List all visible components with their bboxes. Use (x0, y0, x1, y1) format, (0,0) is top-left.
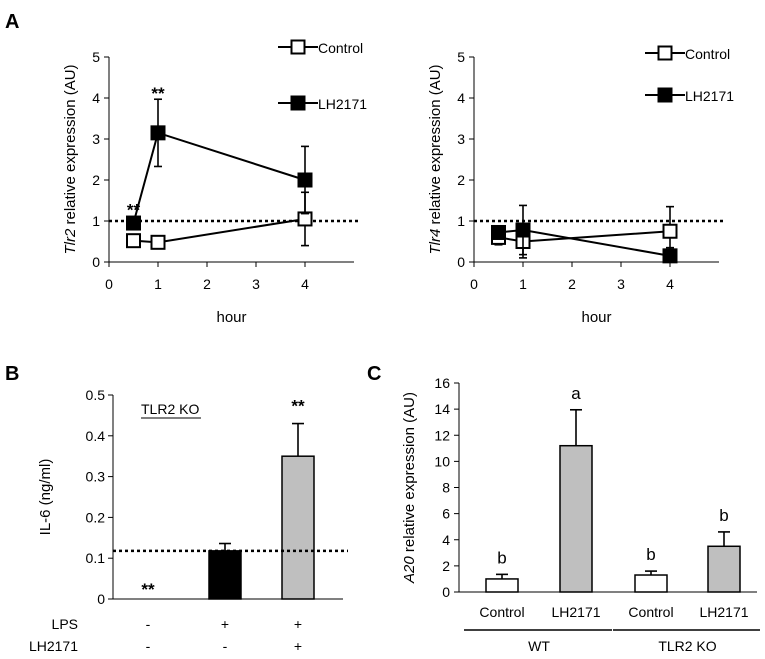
y-axis-label: A20 relative expression (AU) (401, 392, 418, 584)
data-point-lh2171 (662, 248, 678, 264)
y-tick-label: 2 (457, 172, 465, 188)
significance-letter: b (497, 548, 506, 567)
lps-row-label: LPS (52, 616, 78, 632)
significance-annotation: ** (291, 397, 305, 416)
lps-row-value: - (146, 616, 151, 632)
legend-lh2171-label: LH2171 (318, 96, 367, 112)
y-tick-label: 0 (442, 584, 450, 600)
significance-letter: b (646, 545, 655, 564)
y-tick-label: 0 (97, 591, 105, 607)
significance-letter: b (719, 506, 728, 525)
il6-bar-chart: B TLR2 KO 0 0.1 0.2 0.3 0.4 0.5 IL-6 (ng/ml) **… (5, 363, 348, 654)
y-tick-label: 8 (442, 480, 450, 496)
x-tick-label: 1 (519, 276, 527, 292)
bar (208, 550, 242, 600)
x-tick-label: 2 (568, 276, 576, 292)
legend-lh2171-label: LH2171 (685, 88, 734, 104)
significance-annotation: ** (141, 580, 155, 599)
y-tick-label: 0 (92, 254, 100, 270)
data-point-control (150, 234, 166, 250)
lps-row-value: + (294, 616, 302, 632)
y-tick-label: 14 (434, 401, 450, 417)
data-point-lh2171 (297, 172, 313, 188)
lh2171-row-value: - (223, 638, 228, 654)
legend-marker (290, 95, 306, 111)
x-tick-label: 3 (617, 276, 625, 292)
panel-label-b: B (5, 363, 19, 385)
y-tick-label: 2 (92, 172, 100, 188)
y-tick-label: 16 (434, 375, 450, 391)
y-axis-label: IL-6 (ng/ml) (37, 459, 54, 536)
y-tick-label: 0.4 (86, 428, 106, 444)
group-label: TLR2 KO (658, 638, 716, 654)
tlr2-line-chart: A Control LH2171 0 1 2 3 4 5 0 1 2 3 4 hour Tlr2 rel… (5, 11, 367, 326)
y-tick-label: 2 (442, 558, 450, 574)
y-tick-label: 0.3 (86, 469, 106, 485)
y-axis-label: Tlr4 relative expression (AU) (427, 64, 444, 254)
x-tick-label: 3 (252, 276, 260, 292)
y-tick-label: 1 (457, 213, 465, 229)
y-tick-label: 4 (92, 90, 100, 106)
y-tick-label: 5 (457, 49, 465, 65)
inset-title: TLR2 KO (141, 401, 199, 417)
x-tick-label: 2 (203, 276, 211, 292)
y-tick-label: 12 (434, 427, 450, 443)
bar (707, 545, 741, 593)
data-point-lh2171 (491, 224, 506, 240)
y-tick-label: 0 (457, 254, 465, 270)
y-tick-label: 6 (442, 506, 450, 522)
x-tick-label: 4 (301, 276, 309, 292)
x-tick-label: 4 (666, 276, 674, 292)
bar (281, 455, 315, 600)
legend-control-label: Control (685, 46, 730, 62)
tlr4-line-chart: Control LH2171 0 1 2 3 4 5 0 1 2 3 4 hour Tlr4 relat… (427, 45, 734, 326)
bar (634, 574, 668, 593)
bar (485, 578, 519, 593)
data-point-lh2171 (150, 125, 166, 141)
legend-marker (657, 87, 673, 103)
y-tick-label: 3 (92, 131, 100, 147)
bar (559, 444, 593, 593)
data-point-control (126, 233, 141, 249)
y-tick-label: 10 (434, 453, 450, 469)
y-tick-label: 4 (457, 90, 465, 106)
significance-letter: a (571, 384, 581, 403)
x-axis-label: hour (216, 309, 246, 326)
y-axis-label: Tlr2 relative expression (AU) (62, 64, 79, 254)
y-tick-label: 0.5 (86, 387, 106, 403)
group-label: WT (528, 638, 550, 654)
significance-annotation: ** (151, 84, 165, 103)
y-tick-label: 5 (92, 49, 100, 65)
significance-annotation: ** (127, 201, 141, 220)
x-tick-label: 0 (470, 276, 478, 292)
lh2171-row-value: - (146, 638, 151, 654)
legend-control-label: Control (318, 40, 363, 56)
panel-label-c: C (367, 363, 381, 385)
panel-label-a: A (5, 11, 19, 33)
a20-bar-chart: C 0 2 4 6 8 10 12 14 16 A20 relative expression (… (367, 363, 760, 654)
y-tick-label: 0.2 (86, 509, 106, 525)
y-tick-label: 4 (442, 532, 450, 548)
data-point-control (662, 223, 678, 239)
x-tick-label: 0 (105, 276, 113, 292)
category-label: Control (479, 604, 524, 620)
x-axis-label: hour (581, 309, 611, 326)
series-line-lh2171 (132, 131, 306, 224)
lh2171-row-value: + (294, 638, 302, 654)
y-tick-label: 0.1 (86, 550, 106, 566)
category-label: LH2171 (551, 604, 600, 620)
data-point-lh2171 (126, 215, 141, 231)
x-tick-label: 1 (154, 276, 162, 292)
lps-row-value: + (221, 616, 229, 632)
legend-marker (290, 39, 306, 55)
category-label: LH2171 (699, 604, 748, 620)
y-tick-label: 1 (92, 213, 100, 229)
lh2171-row-label: LH2171 (29, 638, 78, 654)
y-tick-label: 3 (457, 131, 465, 147)
data-point-lh2171 (515, 222, 531, 238)
legend-marker (657, 45, 673, 61)
category-label: Control (628, 604, 673, 620)
